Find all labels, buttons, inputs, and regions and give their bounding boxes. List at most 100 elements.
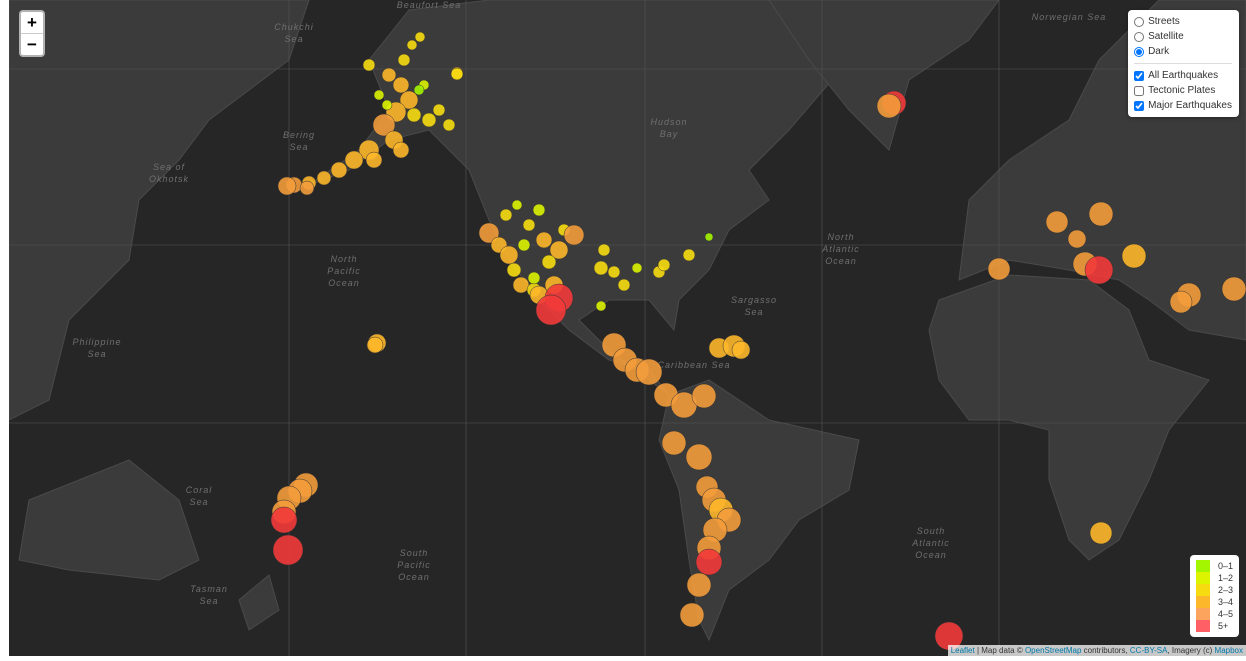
earthquake-marker[interactable]	[657, 258, 671, 272]
earthquake-marker[interactable]	[397, 53, 411, 67]
overlay-label: Major Earthquakes	[1148, 100, 1232, 111]
earthquake-marker[interactable]	[414, 31, 426, 43]
base-layer-radio[interactable]	[1134, 16, 1145, 27]
earthquake-marker[interactable]	[987, 257, 1011, 281]
base-layer-option[interactable]: Dark	[1134, 44, 1232, 59]
earthquake-marker[interactable]	[442, 118, 456, 132]
earthquake-marker[interactable]	[635, 358, 663, 386]
earthquake-marker[interactable]	[1088, 201, 1114, 227]
earthquake-marker[interactable]	[362, 58, 376, 72]
place-label: Sargasso	[731, 295, 777, 305]
mapbox-link[interactable]: Mapbox	[1214, 646, 1243, 655]
earthquake-marker[interactable]	[535, 231, 553, 249]
earthquake-marker[interactable]	[421, 112, 437, 128]
earthquake-marker[interactable]	[682, 248, 696, 262]
earthquake-marker[interactable]	[597, 243, 611, 257]
earthquake-marker[interactable]	[372, 113, 396, 137]
earthquake-marker[interactable]	[617, 278, 631, 292]
earthquake-marker[interactable]	[392, 141, 410, 159]
earthquake-marker[interactable]	[512, 276, 530, 294]
place-label: Ocean	[398, 572, 430, 582]
earthquake-marker[interactable]	[1045, 210, 1069, 234]
overlay-checkbox[interactable]	[1134, 100, 1145, 111]
earthquake-marker[interactable]	[499, 245, 519, 265]
earthquake-marker[interactable]	[1121, 243, 1147, 269]
earthquake-marker[interactable]	[1169, 290, 1193, 314]
base-layer-radio[interactable]	[1134, 46, 1145, 57]
zoom-in[interactable]: +	[27, 13, 37, 32]
earthquake-marker[interactable]	[366, 336, 384, 354]
overlay-checkbox[interactable]	[1134, 70, 1145, 81]
earthquake-marker[interactable]	[731, 340, 751, 360]
earthquake-marker[interactable]	[1221, 276, 1246, 302]
earthquake-marker[interactable]	[381, 99, 393, 111]
earthquake-marker[interactable]	[1084, 255, 1114, 285]
earthquake-marker[interactable]	[517, 238, 531, 252]
earthquake-marker[interactable]	[535, 294, 567, 326]
zoom-out[interactable]: −	[21, 33, 43, 55]
earthquake-marker[interactable]	[607, 265, 621, 279]
overlay-option[interactable]: Major Earthquakes	[1134, 98, 1232, 113]
earthquake-marker[interactable]	[432, 103, 446, 117]
earthquake-marker[interactable]	[373, 89, 385, 101]
earthquake-marker[interactable]	[1067, 229, 1087, 249]
earthquake-marker[interactable]	[506, 262, 522, 278]
earthquake-marker[interactable]	[631, 262, 643, 274]
earthquake-marker[interactable]	[316, 170, 332, 186]
earthquake-marker[interactable]	[679, 602, 705, 628]
earthquake-marker[interactable]	[593, 260, 609, 276]
earthquake-marker[interactable]	[499, 208, 513, 222]
attribution-text: contributors,	[1081, 646, 1130, 655]
earthquake-marker[interactable]	[399, 90, 419, 110]
earthquake-marker[interactable]	[270, 506, 298, 534]
earthquake-marker[interactable]	[330, 161, 348, 179]
earthquake-marker[interactable]	[563, 224, 585, 246]
place-label: Sea	[744, 307, 763, 317]
base-layer-radio[interactable]	[1134, 31, 1145, 42]
earthquake-marker[interactable]	[685, 443, 713, 471]
earthquake-marker[interactable]	[413, 84, 425, 96]
earthquake-marker[interactable]	[595, 300, 607, 312]
base-layer-option[interactable]: Streets	[1134, 14, 1232, 29]
earthquake-marker[interactable]	[277, 176, 297, 196]
earthquake-marker[interactable]	[344, 150, 364, 170]
earthquake-marker[interactable]	[704, 232, 714, 242]
overlay-checkbox[interactable]	[1134, 85, 1145, 96]
earthquake-marker[interactable]	[272, 534, 304, 566]
earthquake-marker[interactable]	[299, 180, 315, 196]
leaflet-link[interactable]: Leaflet	[950, 646, 975, 655]
earthquake-marker[interactable]	[1089, 521, 1113, 545]
australia	[18, 459, 200, 581]
earthquake-marker[interactable]	[450, 67, 464, 81]
map[interactable]: North Pacific Ocean North Atlantic Ocean South…	[9, 0, 1246, 656]
earthquake-marker[interactable]	[406, 39, 418, 51]
east-asia	[9, 0, 310, 421]
earthquake-marker[interactable]	[661, 430, 687, 456]
overlay-option[interactable]: Tectonic Plates	[1134, 83, 1232, 98]
earthquake-marker[interactable]	[695, 548, 723, 576]
earthquake-marker[interactable]	[876, 93, 902, 119]
base-layer-option[interactable]: Satellite	[1134, 29, 1232, 44]
earthquake-marker[interactable]	[527, 271, 541, 285]
place-label: Ocean	[915, 550, 947, 560]
earthquake-marker[interactable]	[511, 199, 523, 211]
overlay-option[interactable]: All Earthquakes	[1134, 68, 1232, 83]
overlay-label: All Earthquakes	[1148, 70, 1219, 81]
earthquake-marker[interactable]	[381, 67, 397, 83]
earthquake-marker[interactable]	[392, 76, 410, 94]
legend-row: 1–2	[1195, 572, 1233, 584]
earthquake-marker[interactable]	[686, 572, 712, 598]
osm-link[interactable]: OpenStreetMap	[1024, 646, 1082, 655]
earthquake-marker[interactable]	[532, 203, 546, 217]
earthquake-marker[interactable]	[541, 254, 557, 270]
map-canvas: North Pacific Ocean North Atlantic Ocean South…	[9, 0, 1246, 656]
earthquake-marker[interactable]	[691, 383, 717, 409]
legend-label: 2–3	[1217, 585, 1233, 595]
earthquake-marker[interactable]	[549, 240, 569, 260]
earthquake-marker[interactable]	[478, 222, 500, 244]
license-link[interactable]: CC-BY-SA	[1129, 646, 1168, 655]
earthquake-marker[interactable]	[365, 151, 383, 169]
earthquake-marker[interactable]	[522, 218, 536, 232]
earthquake-marker[interactable]	[406, 107, 422, 123]
place-label: Sea	[199, 596, 218, 606]
